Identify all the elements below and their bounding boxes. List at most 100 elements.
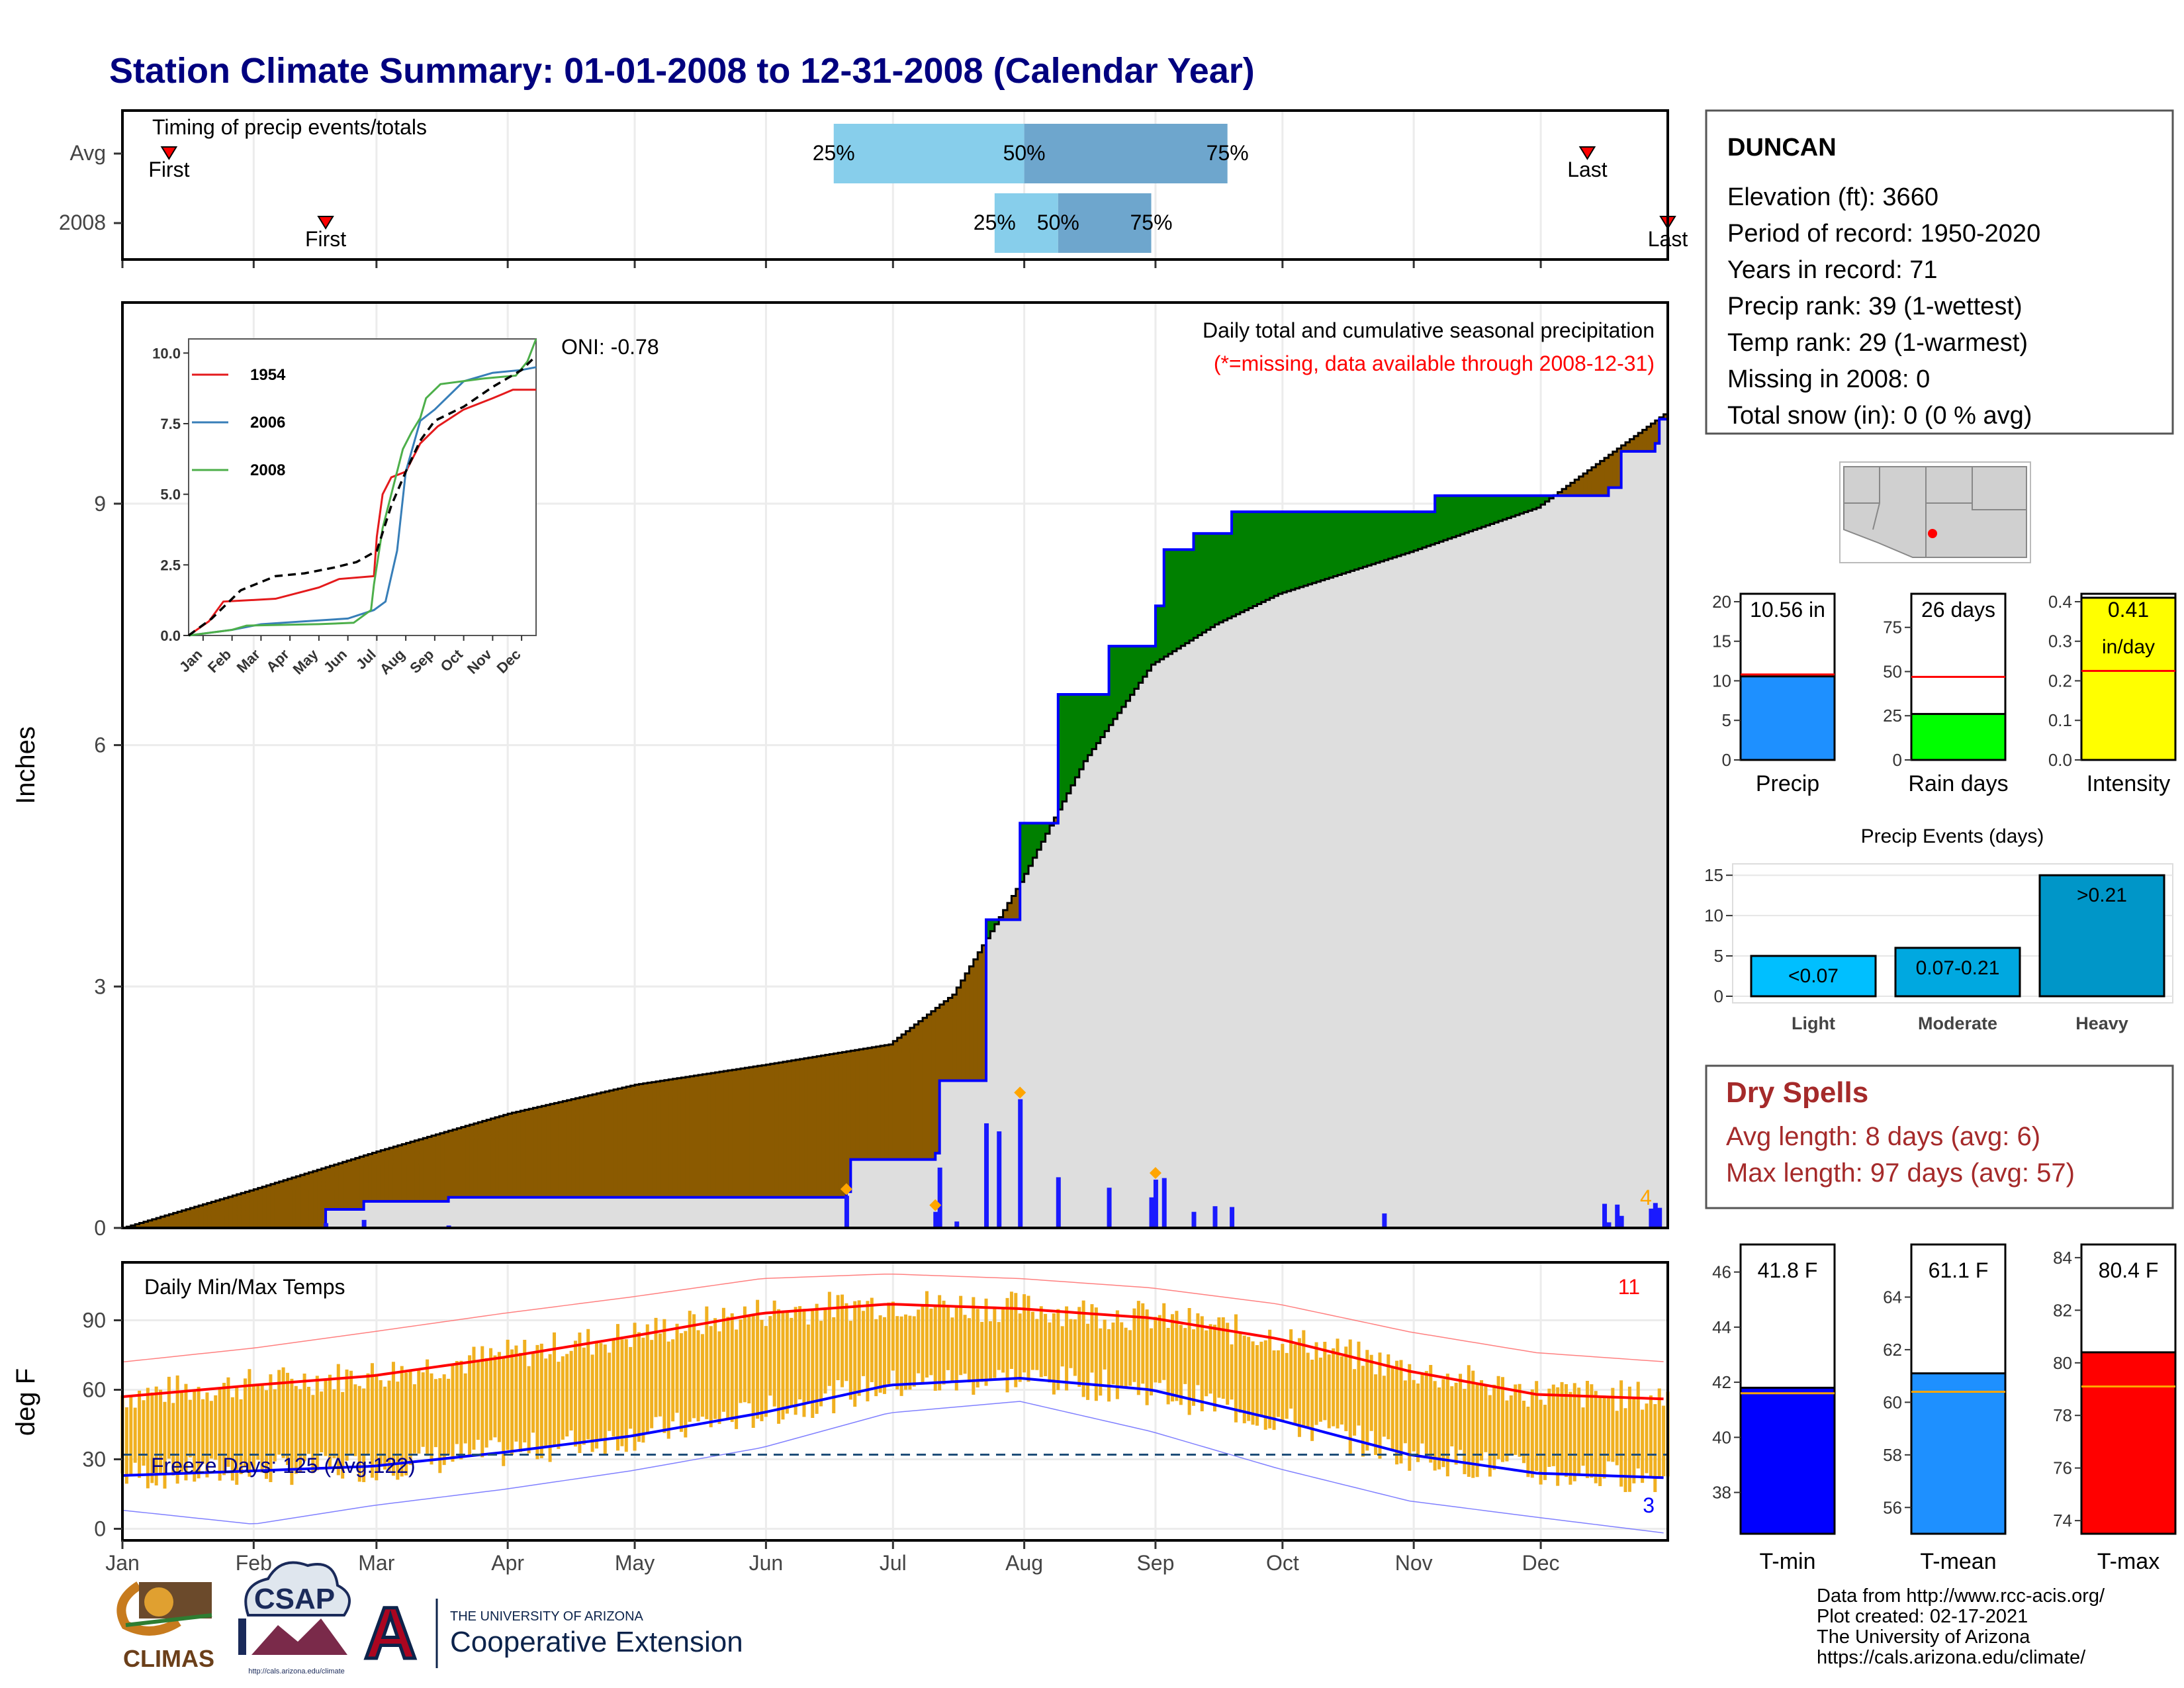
dry-spells-box: Dry Spells Avg length: 8 days (avg: 6) M… [1705,1064,2174,1209]
timing-2008-q75-label: 75% [1130,211,1173,234]
timing-avg-last-marker [1578,146,1596,160]
daily-precip-bar [954,1221,960,1228]
month-label: Jul [880,1551,907,1575]
temp-summary-y-tick-label: 64 [1883,1287,1902,1307]
timing-row-2008: 2008 [59,211,106,234]
record-min-count: 3 [1643,1493,1655,1517]
timing-2008-q25-q50-bar [994,193,1058,253]
events-bar [1750,955,1877,998]
summary-value-unit: in/day [2102,636,2155,658]
month-label: May [615,1551,655,1575]
daily-precip-bar [1653,1203,1658,1228]
record-max-count: 11 [1618,1275,1640,1299]
summary-y-tick-label: 0.1 [2048,710,2072,730]
precip-y-tick-label: 3 [94,974,106,998]
month-label: Jun [749,1551,784,1575]
ua-small-text: THE UNIVERSITY OF ARIZONA [450,1609,644,1624]
daily-precip-bar [933,1211,938,1228]
temperature-bar-charts: 41.8 F T-min 38 40 42 44 46 61.1 F T-mean 56 58 60 6… [1712,1243,2177,1574]
summary-value-bar [1739,675,1836,761]
daily-precip-bar [1615,1204,1620,1228]
credit-line-3: The University of Arizona [1817,1626,2030,1648]
daily-precip-bar [1107,1188,1112,1228]
footer-credits: Data from http://www.rcc-acis.org/ Plot … [1817,1585,2105,1668]
summary-y-tick-label: 75 [1883,618,1902,637]
record-min-line [122,1401,1664,1534]
events-bar-label: >0.21 [2077,884,2127,906]
daily-precip-bar [1153,1180,1158,1228]
climas-text: CLIMAS [123,1645,214,1672]
timing-avg-q75-label: 75% [1206,141,1249,165]
temp-summary-y-tick-label: 42 [1712,1372,1731,1392]
station-info-line: Elevation (ft): 3660 [1727,183,1938,211]
summary-y-tick-label: 15 [1712,632,1731,651]
precip-y-tick-label: 0 [94,1216,106,1240]
temp-summary-y-tick-label: 40 [1712,1427,1731,1447]
timing-2008-q50-label: 50% [1037,211,1079,234]
temp-y-tick-label: 30 [82,1448,106,1472]
temp-title: Daily Min/Max Temps [144,1275,345,1299]
events-y-tick-label: 10 [1704,906,1723,925]
summary-value-bar [1910,713,2007,761]
inset-series-2006 [188,366,537,637]
freeze-days: Freeze Days: 125 (Avg:122) [151,1454,416,1477]
daily-precip-bar [1382,1213,1387,1228]
temp-summary-y-tick-label: 78 [2053,1405,2072,1425]
summary-x-label: Rain days [1908,771,2008,796]
timing-2008-q50-q75-bar [1058,193,1152,253]
timing-avg-q50-q75-bar [1024,124,1228,183]
csap-text: CSAP [254,1583,335,1615]
locator-map [1839,461,2031,563]
summary-y-tick-label: 5 [1722,710,1731,730]
station-location-marker [1928,529,1937,538]
events-category-label: Heavy [2075,1013,2128,1033]
temp-summary-value-label: 41.8 F [1758,1258,1818,1282]
inset-legend-label: 2006 [250,414,285,432]
credit-line-4: https://cals.arizona.edu/climate/ [1817,1647,2086,1668]
temp-summary-y-tick-label: 38 [1712,1483,1731,1503]
temp-summary-y-tick-label: 58 [1883,1445,1902,1465]
summary-y-tick-label: 25 [1883,706,1902,726]
temp-summary-value-label: 80.4 F [2099,1258,2159,1282]
summary-y-tick-label: 0.3 [2048,632,2072,651]
page-title: Station Climate Summary: 01-01-2008 to 1… [109,51,1255,91]
daily-temp-range-bars [120,1291,1670,1493]
timing-avg-first-label: First [148,158,189,181]
credit-line-2: Plot created: 02-17-2021 [1817,1606,2028,1627]
daily-precip-bar [1212,1206,1218,1228]
temp-y-label: deg F [11,1368,40,1436]
events-y-tick-label: 0 [1714,986,1723,1006]
station-info-line: Precip rank: 39 (1-wettest) [1727,293,2023,320]
average-min-line [122,1376,1664,1479]
csap-logo: CSAP http://cals.arizona.edu/climate [238,1561,351,1675]
temp-summary-y-tick-label: 56 [1883,1497,1902,1517]
ua-extension-text: Cooperative Extension [450,1626,743,1658]
daily-precip-bar [937,1167,942,1228]
dry-spells-max: Max length: 97 days (avg: 57) [1726,1158,2075,1188]
summary-y-tick-label: 0.4 [2048,592,2072,612]
summary-y-tick-label: 50 [1883,661,1902,681]
inset-y-tick-label: 0.0 [160,628,181,644]
daily-precip-bar [1191,1211,1197,1228]
daily-record-marker [1149,1167,1161,1180]
summary-y-tick-label: 10 [1712,671,1731,690]
daily-precip-bar [1161,1178,1167,1228]
temp-summary-y-tick-label: 46 [1712,1262,1731,1282]
temp-summary-value-bar [2080,1351,2177,1535]
ua-letter: A [364,1593,416,1674]
month-label: Sep [1136,1551,1174,1575]
month-label: Feb [236,1551,272,1575]
temp-summary-y-tick-label: 82 [2053,1300,2072,1320]
summary-y-tick-label: 0.0 [2048,750,2072,770]
timing-label: Timing of precip events/totals [152,115,427,139]
summary-y-tick-label: 0.2 [2048,671,2072,690]
events-title: Precip Events (days) [1861,825,2044,847]
events-category-label: Moderate [1918,1013,1997,1033]
temp-summary-x-label: T-min [1760,1549,1816,1574]
station-info-box: DUNCAN Elevation (ft): 3660 Period of rec… [1705,109,2174,435]
average-cumulative-area [122,411,1668,1228]
daily-precip-bar [1056,1177,1061,1228]
csap-url: http://cals.arizona.edu/climate [248,1667,345,1675]
events-category-label: Light [1792,1013,1835,1033]
